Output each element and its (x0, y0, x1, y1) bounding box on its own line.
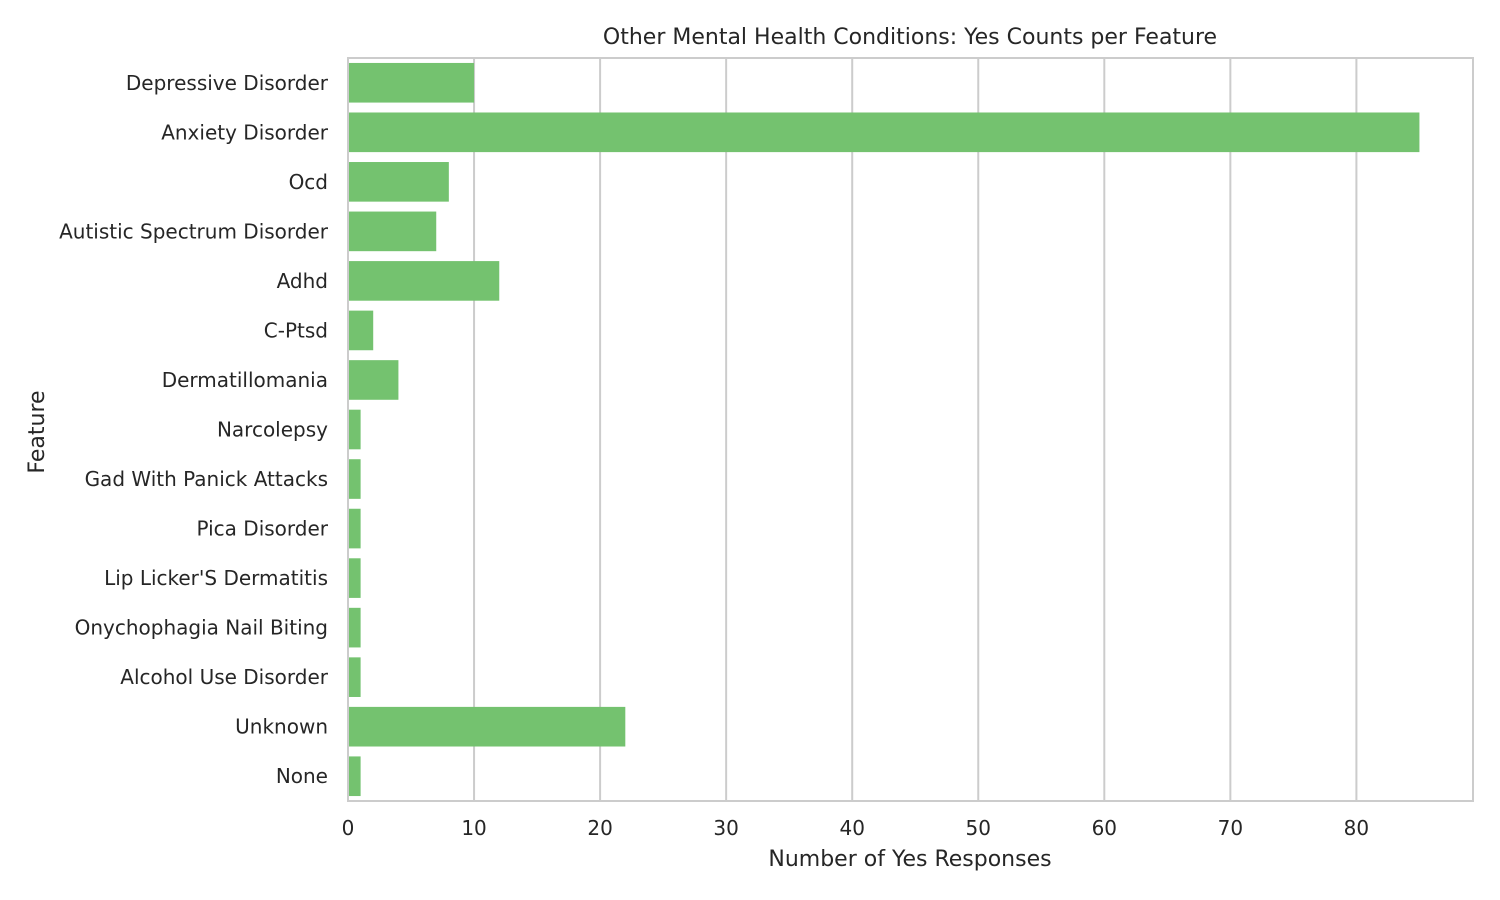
y-tick-label: Dermatillomania (162, 368, 328, 392)
x-tick-labels: 0 10 20 30 40 50 60 70 80 (342, 816, 1369, 840)
x-tick-label: 60 (1092, 816, 1117, 840)
y-tick-label: None (276, 764, 328, 788)
y-tick-label: Pica Disorder (197, 517, 329, 541)
bar (348, 706, 626, 747)
bar (348, 607, 361, 648)
x-tick-label: 40 (839, 816, 864, 840)
grid-lines (347, 58, 1358, 801)
y-tick-label: Onychophagia Nail Biting (75, 616, 328, 640)
plot-frame (347, 57, 1474, 802)
bar (348, 756, 361, 797)
y-axis-title: Feature (25, 390, 50, 473)
y-tick-label: Autistic Spectrum Disorder (59, 219, 329, 243)
y-tick-label: Unknown (235, 715, 328, 739)
x-tick-label: 70 (1218, 816, 1243, 840)
x-axis-title: Number of Yes Responses (768, 847, 1051, 872)
chart-title: Other Mental Health Conditions: Yes Coun… (603, 25, 1217, 50)
bar (348, 310, 374, 351)
bar (348, 261, 500, 301)
bar (348, 112, 1420, 153)
bar (348, 62, 475, 103)
y-tick-label: Adhd (277, 269, 328, 293)
bar (348, 409, 361, 450)
y-tick-label: Narcolepsy (217, 418, 328, 442)
y-tick-label: Lip Licker'S Dermatitis (104, 566, 328, 590)
x-tick-label: 10 (461, 816, 486, 840)
bar (348, 657, 361, 697)
x-tick-label: 0 (342, 816, 355, 840)
x-tick-label: 30 (713, 816, 738, 840)
bar (348, 459, 361, 499)
bar (348, 508, 361, 549)
bar (348, 360, 399, 400)
x-tick-label: 20 (587, 816, 612, 840)
y-tick-label: C-Ptsd (264, 318, 328, 342)
bar (348, 211, 437, 252)
y-tick-labels: Depressive Disorder Anxiety Disorder Ocd Au… (59, 71, 329, 788)
y-tick-label: Ocd (289, 170, 328, 194)
bar (348, 558, 361, 598)
y-tick-label: Depressive Disorder (126, 71, 329, 95)
bars (348, 62, 1420, 797)
bar (348, 162, 449, 202)
y-tick-label: Alcohol Use Disorder (120, 665, 329, 689)
x-tick-label: 80 (1344, 816, 1369, 840)
y-tick-label: Gad With Panick Attacks (85, 467, 328, 491)
y-tick-label: Anxiety Disorder (161, 120, 329, 144)
x-tick-label: 50 (966, 816, 991, 840)
